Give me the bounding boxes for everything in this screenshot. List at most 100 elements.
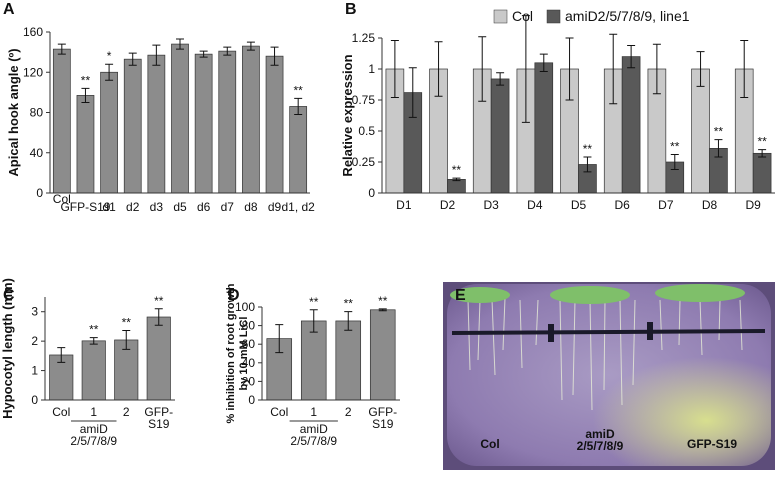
error-bar	[152, 44, 161, 66]
error-bar	[627, 44, 636, 69]
significance-label: *	[107, 49, 112, 63]
error-bar	[565, 37, 574, 101]
error-bar	[122, 330, 131, 350]
bar	[100, 71, 118, 194]
error-bar	[696, 51, 705, 87]
bar	[242, 45, 260, 194]
y-tick-label: 0	[36, 186, 43, 200]
x-tick-label: Col	[52, 405, 70, 419]
x-tick-label: 2	[123, 405, 130, 419]
panel-letter: E	[455, 287, 466, 304]
significance-label: **	[344, 297, 354, 311]
bar	[752, 152, 772, 194]
error-bar	[652, 43, 661, 95]
bar	[369, 309, 396, 401]
y-tick-label: 40	[242, 356, 256, 370]
y-tick-label: 100	[235, 300, 255, 314]
error-bar	[714, 139, 723, 158]
panel-letter: A	[3, 1, 15, 18]
y-tick-label: 20	[242, 374, 256, 388]
bar	[534, 62, 554, 194]
plate-photo	[443, 282, 775, 470]
significance-label: **	[81, 73, 91, 87]
bar	[265, 55, 284, 194]
significance-label: **	[122, 316, 132, 330]
significance-label: **	[154, 294, 164, 308]
error-bar	[496, 72, 505, 86]
y-tick-label: 0	[248, 393, 255, 407]
bar	[447, 179, 466, 194]
x-tick-label: GFP-S19	[144, 405, 173, 431]
y-tick-label: 40	[30, 146, 44, 160]
bar	[81, 340, 106, 401]
x-tick-label: d7	[221, 200, 235, 214]
bar	[621, 56, 641, 194]
y-axis-label: Hypocotyl length (mm)	[0, 278, 15, 419]
x-tick-label: 2	[345, 405, 352, 419]
x-tick-label: D7	[658, 198, 674, 212]
error-bar	[539, 53, 548, 72]
error-bar	[521, 15, 530, 123]
y-tick-label: 0	[31, 393, 38, 407]
significance-label: **	[294, 83, 304, 97]
x-tick-label: D3	[483, 198, 499, 212]
legend-label: amiD2/5/7/8/9, line1	[565, 8, 690, 24]
bar	[300, 320, 327, 401]
error-bar	[270, 46, 279, 66]
group-label: amiD 2/5/7/8/9	[290, 422, 337, 448]
bar	[147, 54, 166, 194]
x-tick-label: D5	[571, 198, 587, 212]
significance-label: **	[378, 294, 388, 308]
bar	[691, 68, 710, 194]
bar	[171, 43, 189, 194]
y-tick-label: 80	[30, 106, 44, 120]
group-label: amiD 2/5/7/8/9	[70, 422, 117, 448]
x-tick-label: D2	[440, 198, 456, 212]
error-bar	[223, 46, 232, 56]
y-axis-label: % inhibition of root growthby 10 mM LiCl	[225, 283, 250, 423]
bar	[335, 320, 362, 401]
error-bar	[583, 156, 592, 173]
y-tick-label: 0.75	[352, 93, 376, 107]
error-bar	[176, 38, 184, 50]
error-bar	[294, 97, 303, 116]
bar	[194, 53, 213, 194]
bar	[146, 316, 171, 401]
panel-letter: B	[345, 1, 357, 18]
x-tick-label: d1	[102, 200, 116, 214]
y-tick-label: 80	[242, 319, 256, 333]
x-tick-label: D4	[527, 198, 543, 212]
x-tick-label: d9	[268, 200, 282, 214]
x-tick-label: D9	[745, 198, 761, 212]
x-tick-label: Col	[270, 405, 288, 419]
panel-letter: C	[3, 287, 15, 304]
y-tick-label: 60	[242, 337, 256, 351]
y-tick-label: 1	[31, 364, 38, 378]
x-tick-label: GFP-S19	[368, 405, 397, 431]
photo-label: Col	[480, 437, 499, 451]
error-bar	[246, 41, 255, 51]
x-tick-label: d6	[197, 200, 211, 214]
significance-label: **	[670, 140, 680, 154]
x-tick-label: D8	[702, 198, 718, 212]
error-bar	[128, 52, 137, 66]
significance-label: **	[583, 142, 593, 156]
x-tick-label: d8	[244, 200, 258, 214]
error-bar	[105, 63, 114, 81]
x-tick-label: D1	[396, 198, 412, 212]
error-bar	[609, 33, 618, 105]
error-bar	[670, 154, 679, 170]
x-tick-label: GFP-S19	[60, 200, 110, 214]
y-tick-label: 0.25	[352, 155, 376, 169]
error-bar	[390, 39, 399, 99]
legend-label: Col	[512, 8, 533, 24]
significance-label: **	[309, 295, 319, 309]
y-tick-label: 0	[368, 186, 375, 200]
legend-swatch	[546, 9, 561, 24]
significance-label: **	[452, 163, 462, 177]
error-bar	[378, 308, 387, 312]
y-axis-label: Relative expression	[340, 54, 355, 176]
y-tick-label: 120	[23, 65, 43, 79]
error-bar	[758, 149, 767, 158]
significance-label: **	[714, 125, 724, 139]
